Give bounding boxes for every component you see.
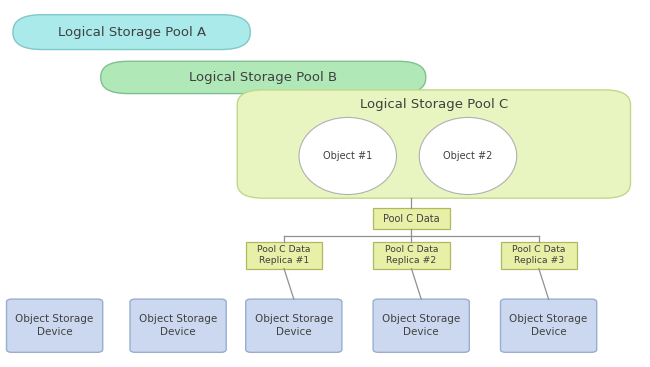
Text: Pool C Data
Replica #1: Pool C Data Replica #1: [257, 246, 311, 265]
FancyBboxPatch shape: [101, 61, 426, 94]
Text: Logical Storage Pool C: Logical Storage Pool C: [359, 98, 508, 111]
Text: Object Storage
Device: Object Storage Device: [139, 314, 217, 337]
FancyBboxPatch shape: [246, 299, 342, 352]
Text: Pool C Data
Replica #3: Pool C Data Replica #3: [512, 246, 566, 265]
FancyBboxPatch shape: [500, 299, 597, 352]
FancyBboxPatch shape: [373, 242, 450, 269]
Text: Pool C Data
Replica #2: Pool C Data Replica #2: [385, 246, 438, 265]
Text: Logical Storage Pool B: Logical Storage Pool B: [189, 71, 337, 84]
Text: Object Storage
Device: Object Storage Device: [382, 314, 460, 337]
Text: Object Storage
Device: Object Storage Device: [16, 314, 94, 337]
FancyBboxPatch shape: [246, 242, 322, 269]
Text: Pool C Data: Pool C Data: [383, 214, 440, 224]
FancyBboxPatch shape: [373, 299, 469, 352]
FancyBboxPatch shape: [373, 208, 450, 229]
FancyBboxPatch shape: [500, 242, 577, 269]
FancyBboxPatch shape: [6, 299, 103, 352]
Text: Object #1: Object #1: [323, 151, 372, 161]
FancyBboxPatch shape: [237, 90, 630, 198]
Text: Logical Storage Pool A: Logical Storage Pool A: [58, 26, 205, 39]
FancyBboxPatch shape: [13, 15, 250, 50]
Text: Object #2: Object #2: [443, 151, 493, 161]
Text: Object Storage
Device: Object Storage Device: [255, 314, 333, 337]
Ellipse shape: [299, 117, 396, 195]
FancyBboxPatch shape: [130, 299, 226, 352]
Text: Object Storage
Device: Object Storage Device: [510, 314, 588, 337]
Ellipse shape: [419, 117, 517, 195]
